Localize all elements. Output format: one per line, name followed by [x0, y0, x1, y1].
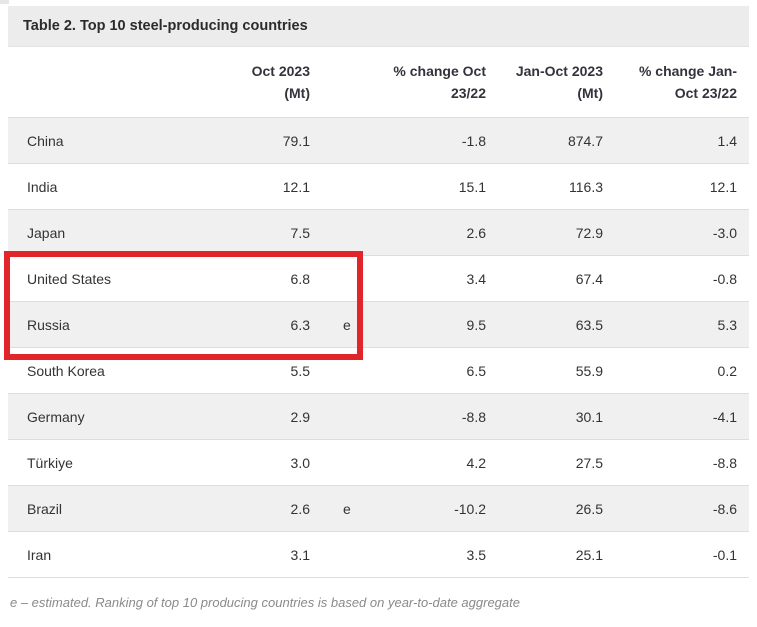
oct-2023-value: 6.8 — [290, 270, 310, 287]
table-row-china: China 79.1 -1.8 874.7 1.4 — [8, 118, 749, 164]
estimate-flag: e — [343, 316, 351, 333]
table-row-germany: Germany 2.9 -8.8 30.1 -4.1 — [8, 394, 749, 440]
country-label: China — [27, 132, 64, 149]
jan-oct-2023-value: 874.7 — [567, 132, 603, 149]
pct-change-jan-oct-value: -4.1 — [712, 408, 737, 425]
steel-production-table: Oct 2023 (Mt) % change Oct 23/22 Jan-Oct… — [8, 47, 749, 578]
country-label: Brazil — [27, 500, 63, 517]
pct-change-jan-oct-value: 12.1 — [709, 178, 737, 195]
table-row-russia: Russia 6.3 e 9.5 63.5 5.3 — [8, 302, 749, 348]
jan-oct-2023-value: 63.5 — [575, 316, 603, 333]
country-label: Japan — [27, 224, 66, 241]
oct-2023-value: 2.9 — [290, 408, 310, 425]
table-row-iran: Iran 3.1 3.5 25.1 -0.1 — [8, 532, 749, 578]
pct-change-jan-oct-value: -8.8 — [712, 454, 737, 471]
pct-change-oct-value: 9.5 — [466, 316, 486, 333]
pct-change-jan-oct-value: 0.2 — [717, 362, 737, 379]
pct-change-oct-value: 3.4 — [466, 270, 486, 287]
country-label: South Korea — [27, 362, 105, 379]
column-header-jan-oct-2023: Jan-Oct 2023 (Mt) — [515, 62, 603, 101]
country-label: Germany — [27, 408, 85, 425]
pct-change-oct-value: 15.1 — [458, 178, 486, 195]
oct-2023-value: 7.5 — [290, 224, 310, 241]
jan-oct-2023-value: 30.1 — [575, 408, 603, 425]
jan-oct-2023-value: 26.5 — [575, 500, 603, 517]
pct-change-oct-value: 4.2 — [466, 454, 486, 471]
country-label: Russia — [27, 316, 70, 333]
jan-oct-2023-value: 67.4 — [575, 270, 603, 287]
country-label: United States — [27, 270, 112, 287]
table-row-india: India 12.1 15.1 116.3 12.1 — [8, 164, 749, 210]
oct-2023-value: 2.6 — [290, 500, 310, 517]
table-footnote: e – estimated. Ranking of top 10 produci… — [10, 595, 520, 610]
oct-2023-value: 6.3 — [290, 316, 310, 333]
scroll-edge-artifact — [0, 0, 9, 4]
pct-change-oct-value: -10.2 — [454, 500, 486, 517]
country-label: Iran — [27, 546, 52, 563]
pct-change-jan-oct-value: 5.3 — [717, 316, 737, 333]
pct-change-oct-value: 6.5 — [466, 362, 486, 379]
jan-oct-2023-value: 72.9 — [575, 224, 603, 241]
oct-2023-value: 5.5 — [290, 362, 310, 379]
pct-change-oct-value: -1.8 — [461, 132, 486, 149]
pct-change-jan-oct-value: -3.0 — [712, 224, 737, 241]
estimate-flag: e — [343, 500, 351, 517]
jan-oct-2023-value: 27.5 — [575, 454, 603, 471]
column-header-pct-change-oct: % change Oct 23/22 — [393, 62, 486, 101]
pct-change-jan-oct-value: 1.4 — [717, 132, 737, 149]
jan-oct-2023-value: 25.1 — [575, 546, 603, 563]
jan-oct-2023-value: 116.3 — [569, 178, 603, 195]
table-row-united-states: United States 6.8 3.4 67.4 -0.8 — [8, 256, 749, 302]
country-label: Türkiye — [27, 454, 73, 471]
oct-2023-value: 12.1 — [282, 178, 310, 195]
country-label: India — [27, 178, 58, 195]
table-row-south-korea: South Korea 5.5 6.5 55.9 0.2 — [8, 348, 749, 394]
pct-change-oct-value: 2.6 — [466, 224, 486, 241]
table-row-turkiye: Türkiye 3.0 4.2 27.5 -8.8 — [8, 440, 749, 486]
oct-2023-value: 3.1 — [290, 546, 310, 563]
pct-change-jan-oct-value: -0.8 — [712, 270, 737, 287]
jan-oct-2023-value: 55.9 — [575, 362, 603, 379]
table-header-row: Oct 2023 (Mt) % change Oct 23/22 Jan-Oct… — [8, 47, 749, 118]
column-header-oct-2023: Oct 2023 (Mt) — [251, 62, 310, 101]
oct-2023-value: 79.1 — [282, 132, 310, 149]
table-row-japan: Japan 7.5 2.6 72.9 -3.0 — [8, 210, 749, 256]
pct-change-oct-value: 3.5 — [466, 546, 486, 563]
pct-change-jan-oct-value: -8.6 — [712, 500, 737, 517]
pct-change-jan-oct-value: -0.1 — [712, 546, 737, 563]
table-title: Table 2. Top 10 steel-producing countrie… — [8, 6, 749, 47]
pct-change-oct-value: -8.8 — [461, 408, 486, 425]
column-header-pct-change-jan-oct: % change Jan- Oct 23/22 — [638, 62, 737, 101]
table-row-brazil: Brazil 2.6 e -10.2 26.5 -8.6 — [8, 486, 749, 532]
oct-2023-value: 3.0 — [290, 454, 310, 471]
